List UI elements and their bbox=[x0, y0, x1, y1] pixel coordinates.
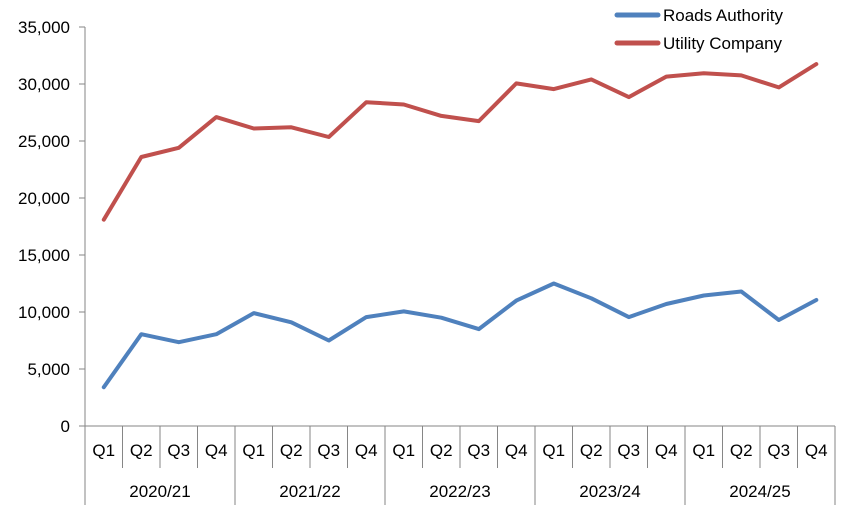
year-label: 2022/23 bbox=[429, 482, 490, 501]
y-tick-label: 25,000 bbox=[18, 132, 70, 151]
quarter-label: Q1 bbox=[692, 441, 715, 460]
quarter-label: Q1 bbox=[392, 441, 415, 460]
year-label: 2020/21 bbox=[129, 482, 190, 501]
y-tick-label: 20,000 bbox=[18, 189, 70, 208]
y-tick-label: 35,000 bbox=[18, 18, 70, 37]
quarter-label: Q3 bbox=[617, 441, 640, 460]
year-label: 2023/24 bbox=[579, 482, 640, 501]
quarter-label: Q3 bbox=[467, 441, 490, 460]
quarter-label: Q4 bbox=[505, 441, 528, 460]
y-tick-label: 30,000 bbox=[18, 75, 70, 94]
quarter-label: Q3 bbox=[167, 441, 190, 460]
quarter-label: Q1 bbox=[242, 441, 265, 460]
legend-label: Roads Authority bbox=[663, 6, 784, 25]
year-label: 2021/22 bbox=[279, 482, 340, 501]
quarter-label: Q2 bbox=[280, 441, 303, 460]
quarter-label: Q4 bbox=[805, 441, 828, 460]
year-label: 2024/25 bbox=[729, 482, 790, 501]
y-tick-label: 5,000 bbox=[27, 360, 70, 379]
quarter-label: Q4 bbox=[655, 441, 678, 460]
y-tick-label: 10,000 bbox=[18, 303, 70, 322]
quarter-label: Q3 bbox=[767, 441, 790, 460]
quarter-label: Q2 bbox=[430, 441, 453, 460]
quarter-label: Q1 bbox=[542, 441, 565, 460]
quarter-label: Q3 bbox=[317, 441, 340, 460]
quarter-label: Q2 bbox=[580, 441, 603, 460]
legend-label: Utility Company bbox=[663, 34, 783, 53]
series-line-roads-authority bbox=[101, 281, 819, 390]
series-line-utility-company bbox=[101, 62, 819, 222]
y-tick-label: 0 bbox=[61, 417, 70, 436]
quarter-label: Q4 bbox=[355, 441, 378, 460]
quarter-label: Q2 bbox=[730, 441, 753, 460]
quarter-label: Q1 bbox=[92, 441, 115, 460]
quarter-label: Q2 bbox=[130, 441, 153, 460]
quarter-label: Q4 bbox=[205, 441, 228, 460]
y-tick-label: 15,000 bbox=[18, 246, 70, 265]
